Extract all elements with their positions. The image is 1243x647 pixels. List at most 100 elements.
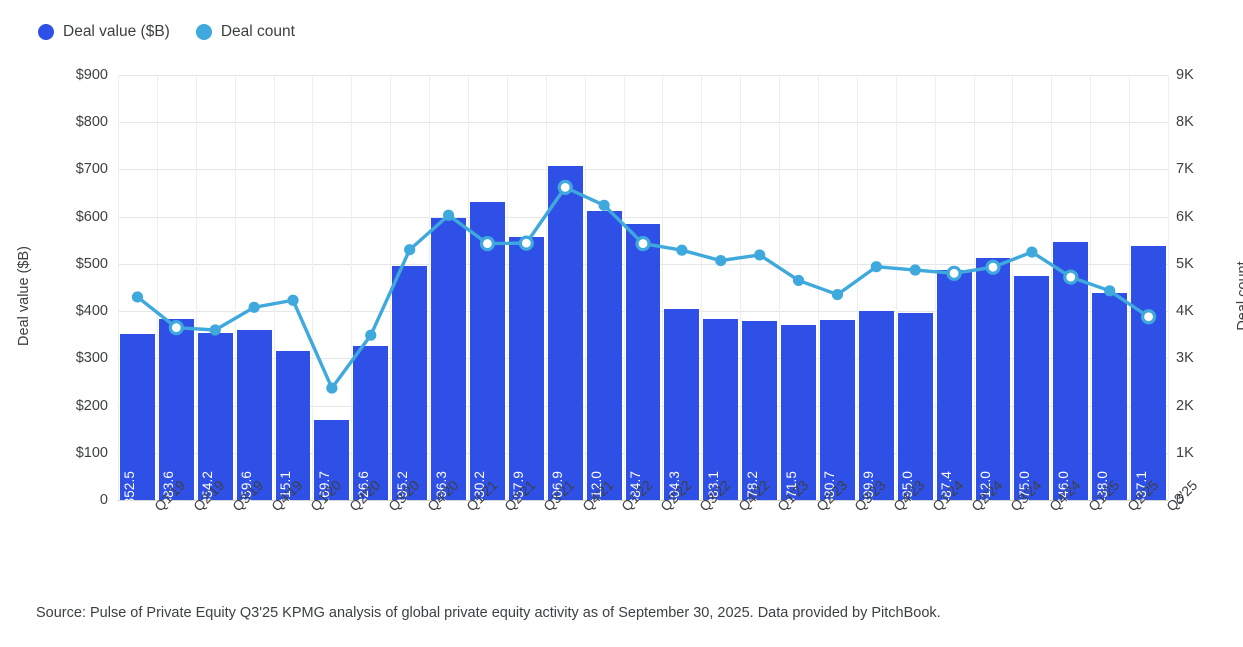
x-axis-tick-label: Q4'19 — [268, 477, 305, 514]
legend-item-deal-count[interactable]: Deal count — [195, 23, 295, 41]
gridline-vertical — [118, 75, 119, 500]
bar[interactable] — [1092, 293, 1128, 500]
x-axis-tick-label: Q3'23 — [851, 477, 888, 514]
gridline — [118, 169, 1168, 171]
bar[interactable] — [936, 269, 972, 500]
bar[interactable] — [625, 223, 661, 500]
y-axis-right-tick-label: 7K — [1176, 161, 1194, 178]
bar[interactable] — [120, 333, 155, 500]
y-axis-right-tick-label: 4K — [1176, 303, 1194, 320]
y-axis-right-tick-label: 9K — [1176, 67, 1194, 83]
bar-slot: $315.1 — [274, 75, 313, 513]
x-axis-tick-label: Q1'22 — [618, 477, 655, 514]
y-axis-left-tick-label: 0 — [99, 492, 108, 508]
y-axis-left-title: Deal value ($B) — [16, 246, 32, 346]
x-axis-tick-label: Q3'24 — [1007, 477, 1044, 514]
bar-slot: $537.1 — [1129, 75, 1168, 513]
bar[interactable] — [742, 321, 778, 500]
x-axis-tick-label: Q4'23 — [890, 477, 927, 514]
gridline-vertical — [1168, 75, 1169, 500]
bar[interactable] — [897, 313, 933, 500]
x-axis-tick-label: Q4'21 — [579, 477, 616, 514]
bar-slot: $584.7 — [624, 75, 663, 513]
x-axis-tick-label: Q3'21 — [540, 477, 577, 514]
x-axis-tick-label: Q3'25 — [1162, 476, 1200, 515]
x-axis-tick-label: Q2'22 — [657, 477, 694, 514]
x-axis-tick-label: Q4'24 — [1046, 477, 1083, 514]
bar[interactable] — [858, 311, 894, 500]
bar[interactable] — [236, 330, 272, 500]
chart-legend: Deal value ($B) Deal count — [38, 20, 295, 44]
y-axis-left-tick-label: $600 — [75, 208, 108, 225]
bar[interactable] — [314, 419, 350, 500]
bar-slot: $596.3 — [429, 75, 468, 513]
bar[interactable] — [197, 332, 233, 500]
bar-slot: $495.2 — [390, 75, 429, 513]
y-axis-left-tick-label: $300 — [75, 350, 108, 367]
bar[interactable] — [664, 309, 700, 500]
bar-slot: $487.4 — [935, 75, 974, 513]
bar[interactable] — [781, 324, 816, 500]
gridline — [118, 75, 1168, 76]
legend-item-deal-value[interactable]: Deal value ($B) — [38, 23, 170, 41]
circle-marker-icon — [38, 24, 54, 40]
bar[interactable] — [431, 218, 466, 500]
bar[interactable] — [586, 211, 622, 500]
x-axis-tick-label: Q1'25 — [1085, 477, 1122, 514]
bar-slot: $612.0 — [585, 75, 624, 513]
y-axis-right-ticks: 0 1K 2K 3K 4K 5K 6K 7K 8K 9K — [1176, 67, 1210, 508]
x-axis-tick-label: Q2'23 — [813, 477, 850, 514]
y-axis-left-tick-label: $200 — [75, 397, 108, 414]
bar-slot: $399.9 — [857, 75, 896, 513]
bar-slot: $380.7 — [818, 75, 857, 513]
x-axis-tick-label: Q1'23 — [774, 477, 811, 514]
y-axis-right-tick-label: 1K — [1176, 444, 1194, 461]
circle-marker-icon — [195, 24, 212, 40]
bar-slot: $383.6 — [157, 75, 196, 513]
bar-slot: $706.9 — [546, 75, 585, 513]
y-axis-left-tick-label: $500 — [75, 255, 108, 272]
bar[interactable] — [158, 318, 194, 500]
x-axis-tick-label: Q1'24 — [929, 477, 966, 514]
gridline — [118, 122, 1168, 124]
bar[interactable] — [975, 258, 1011, 500]
bar-slot: $371.5 — [779, 75, 818, 513]
bar[interactable] — [470, 202, 505, 500]
bar[interactable] — [392, 266, 428, 500]
bar[interactable] — [1131, 246, 1166, 500]
x-axis-tick-label: Q3'22 — [696, 477, 733, 514]
x-axis-tick-label: Q3'20 — [385, 477, 422, 514]
y-axis-right-tick-label: 5K — [1176, 255, 1194, 272]
plot-area: $352.5 $383.6 $354.2 $359.6 $315.1 $169.7 $326… — [118, 75, 1169, 513]
bar-slot: $395.0 — [896, 75, 935, 513]
x-axis-tick-label: Q2'24 — [968, 477, 1005, 514]
bar[interactable] — [820, 320, 855, 500]
y-axis-left-ticks: 0 $100 $200 $300 $400 $500 $600 $700 $800 $900 — [40, 67, 108, 508]
y-axis-left-tick-label: $800 — [75, 114, 108, 131]
bar-slot: $546.0 — [1051, 75, 1090, 513]
bar-slot: $359.6 — [235, 75, 274, 513]
y-axis-right-title: Deal count — [1235, 261, 1243, 331]
y-axis-right-tick-label: 0 — [1176, 492, 1185, 508]
y-axis-left-tick-label: $400 — [75, 303, 108, 320]
y-axis-right-tick-label: 8K — [1176, 114, 1194, 131]
x-axis-tick-label: Q4'20 — [424, 477, 461, 514]
bar-slot: $630.2 — [468, 75, 507, 513]
x-axis-ticks: Q1'19Q2'19Q3'19Q4'19Q1'20Q2'20Q3'20Q4'20… — [118, 477, 1200, 583]
x-axis-tick-label: Q1'21 — [463, 477, 500, 514]
x-axis-tick-label: Q2'25 — [1124, 477, 1161, 514]
bar[interactable] — [1014, 275, 1050, 500]
x-axis-tick-label: Q3'19 — [229, 477, 266, 514]
y-axis-left-tick-label: $900 — [75, 67, 108, 83]
bar-slot: $352.5 — [118, 75, 157, 513]
bar-slot: $378.2 — [740, 75, 779, 513]
bar[interactable] — [703, 319, 739, 500]
bar[interactable] — [508, 236, 544, 500]
bar[interactable] — [547, 166, 583, 500]
gridline — [118, 500, 1168, 501]
bar-series: $352.5 $383.6 $354.2 $359.6 $315.1 $169.7 $326… — [118, 75, 1168, 513]
source-note: Source: Pulse of Private Equity Q3'25 KP… — [36, 605, 941, 621]
bar[interactable] — [1053, 242, 1089, 500]
x-axis-tick-label: Q2'21 — [501, 477, 538, 514]
y-axis-right-tick-label: 3K — [1176, 350, 1194, 367]
